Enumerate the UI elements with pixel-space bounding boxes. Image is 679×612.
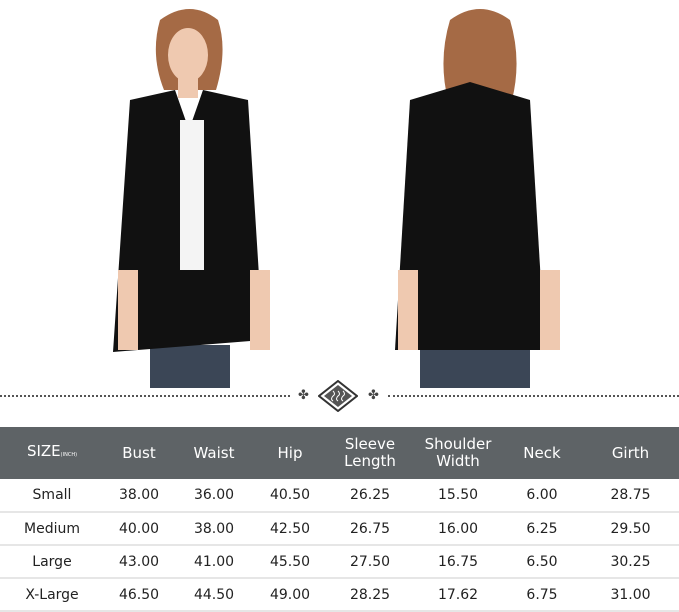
cell-size: Medium — [0, 512, 104, 546]
product-photo — [113, 9, 560, 388]
cell-girth: 31.00 — [582, 578, 679, 612]
cell-size: Large — [0, 545, 104, 579]
cell-neck: 6.00 — [502, 479, 582, 513]
header-sleeve-length: Sleeve Length — [344, 435, 396, 470]
cell-size: Small — [0, 479, 104, 513]
model-front-image — [113, 9, 270, 388]
table-row: Large 43.00 41.00 45.50 27.50 16.75 6.50 30.25 — [0, 545, 679, 579]
cell-shoulder-width: 16.00 — [414, 512, 502, 546]
table-row: Small 38.00 36.00 40.50 26.25 15.50 6.00 28.75 — [0, 479, 679, 513]
cell-bust: 43.00 — [104, 545, 174, 579]
diamond-ornament-icon — [318, 380, 358, 412]
cell-hip: 49.00 — [254, 578, 326, 612]
header-neck: Neck — [523, 443, 561, 462]
dotted-divider-right — [388, 395, 679, 397]
cell-shoulder-width: 17.62 — [414, 578, 502, 612]
cell-hip: 42.50 — [254, 512, 326, 546]
cell-neck: 6.50 — [502, 545, 582, 579]
header-size: SIZE(INCH) — [26, 441, 78, 460]
cell-shoulder-width: 16.75 — [414, 545, 502, 579]
cell-girth: 30.25 — [582, 545, 679, 579]
cell-girth: 28.75 — [582, 479, 679, 513]
cell-waist: 38.00 — [174, 512, 254, 546]
cell-sleeve-length: 27.50 — [326, 545, 414, 579]
header-shoulder-width: Shoulder Width — [424, 435, 492, 470]
cell-bust: 40.00 — [104, 512, 174, 546]
cell-girth: 29.50 — [582, 512, 679, 546]
cell-waist: 41.00 — [174, 545, 254, 579]
cell-shoulder-width: 15.50 — [414, 479, 502, 513]
header-hip: Hip — [277, 443, 303, 462]
header-bust: Bust — [122, 443, 156, 462]
fleur-icon-right: ✤ — [368, 388, 379, 403]
cell-hip: 40.50 — [254, 479, 326, 513]
cell-hip: 45.50 — [254, 545, 326, 579]
size-chart-table: SIZE(INCH) Bust Waist Hip Sleeve Length … — [0, 427, 679, 612]
header-waist: Waist — [193, 443, 235, 462]
cell-sleeve-length: 26.75 — [326, 512, 414, 546]
model-back-image — [395, 9, 560, 388]
table-row: X-Large 46.50 44.50 49.00 28.25 17.62 6.75 31.0… — [0, 578, 679, 612]
cell-neck: 6.25 — [502, 512, 582, 546]
cell-bust: 46.50 — [104, 578, 174, 612]
cell-sleeve-length: 26.25 — [326, 479, 414, 513]
table-row: Medium 40.00 38.00 42.50 26.75 16.00 6.25 29.50 — [0, 512, 679, 546]
cell-waist: 44.50 — [174, 578, 254, 612]
cell-waist: 36.00 — [174, 479, 254, 513]
dotted-divider-left — [0, 395, 290, 397]
fleur-icon-left: ✤ — [298, 388, 309, 403]
header-girth: Girth — [611, 443, 650, 462]
cell-sleeve-length: 28.25 — [326, 578, 414, 612]
cell-bust: 38.00 — [104, 479, 174, 513]
table-header-row: SIZE(INCH) Bust Waist Hip Sleeve Length … — [0, 427, 679, 479]
cell-size: X-Large — [0, 578, 104, 612]
cell-neck: 6.75 — [502, 578, 582, 612]
